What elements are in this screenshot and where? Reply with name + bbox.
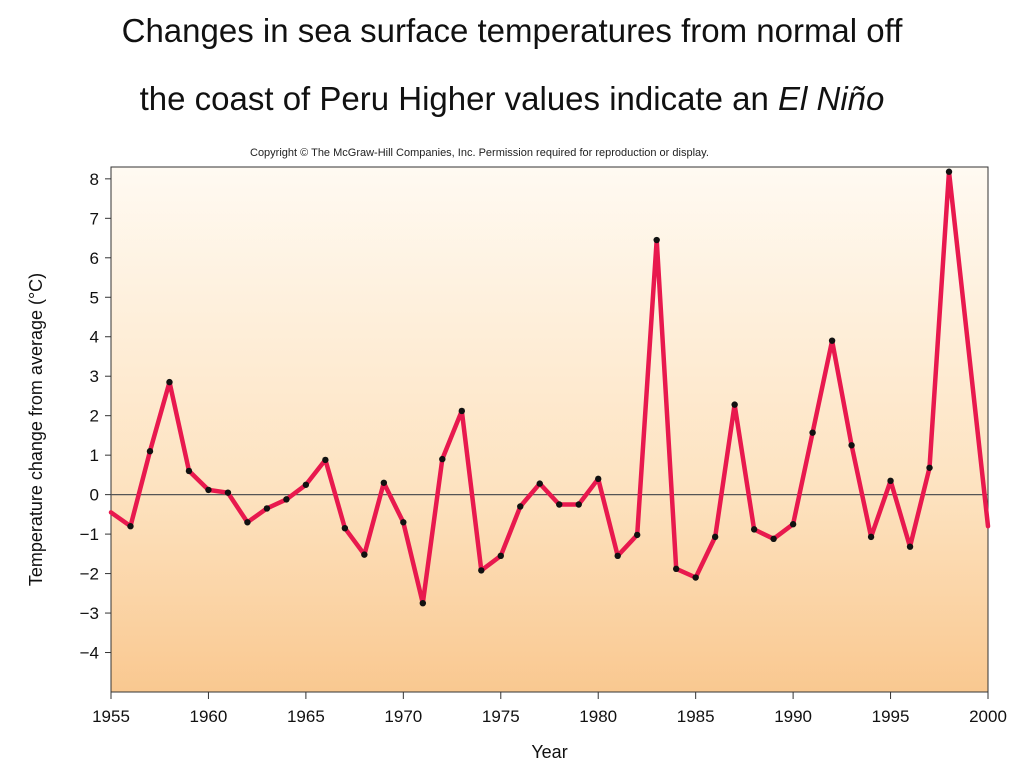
x-axis-title: Year [531, 742, 567, 762]
data-point [634, 531, 641, 539]
data-point [146, 448, 154, 455]
y-tick-label: 5 [90, 288, 99, 307]
x-tick-label: 1975 [482, 707, 520, 726]
data-point [302, 481, 310, 488]
data-point [497, 552, 504, 560]
data-point [185, 467, 193, 475]
x-tick-label: 1980 [579, 707, 617, 726]
plot-background-positive [111, 167, 988, 495]
data-point [166, 378, 173, 386]
data-point [439, 455, 446, 463]
data-point [906, 543, 914, 550]
plot-frame [110, 166, 989, 693]
y-tick-label: −1 [80, 525, 99, 544]
copyright-notice: Copyright © The McGraw-Hill Companies, I… [250, 147, 709, 159]
data-point [672, 565, 680, 573]
data-point [341, 524, 349, 532]
data-point [380, 479, 388, 486]
x-tick-label: 1970 [384, 707, 422, 726]
data-point [711, 533, 719, 541]
x-tick-label: 1995 [872, 707, 910, 726]
data-point [595, 475, 602, 483]
data-point [517, 503, 524, 510]
data-point [205, 486, 212, 494]
data-point [478, 567, 485, 574]
slide-title-el-nino: El Niño [778, 80, 885, 117]
y-tick-label: 7 [90, 209, 99, 228]
data-point [556, 501, 563, 508]
y-axis: 8 7 6 5 4 3 2 1 0 −1 −2 −3 −4 [80, 170, 111, 663]
data-point [127, 523, 134, 530]
data-point [322, 456, 329, 464]
y-tick-label: −2 [80, 565, 99, 584]
y-tick-label: −3 [80, 604, 99, 623]
y-tick-label: 3 [90, 367, 99, 386]
data-point [750, 526, 758, 533]
data-point [400, 519, 407, 526]
data-point [945, 168, 953, 175]
y-tick-label: 1 [90, 446, 99, 465]
y-tick-label: −4 [80, 644, 99, 663]
y-tick-label: 6 [90, 249, 99, 268]
data-point [361, 551, 368, 558]
data-markers [127, 168, 953, 607]
data-point [789, 521, 797, 528]
x-tick-label: 1955 [92, 707, 130, 726]
slide-title-line-1: Changes in sea surface temperatures from… [121, 12, 903, 49]
data-point [828, 337, 836, 344]
x-tick-label: 1960 [190, 707, 228, 726]
slide-title-line-2-text: the coast of Peru Higher values indicate… [139, 80, 769, 117]
y-tick-label: 2 [90, 407, 99, 426]
data-point [887, 477, 894, 485]
x-tick-label: 1985 [677, 707, 715, 726]
data-point [224, 489, 232, 496]
data-point [283, 496, 290, 503]
data-point [731, 401, 738, 408]
y-tick-label: 8 [90, 170, 99, 189]
data-point [692, 574, 699, 581]
y-tick-label: 4 [90, 328, 99, 347]
data-point [263, 505, 271, 512]
x-axis: 1955 1960 1965 1970 1975 1980 1985 1990 1995 2000 [92, 692, 1007, 726]
data-point [926, 464, 933, 471]
y-tick-label: 0 [90, 486, 99, 505]
data-point [653, 236, 660, 244]
data-point [536, 480, 543, 487]
data-point [614, 552, 621, 560]
data-point [867, 533, 875, 541]
y-axis-title: Temperature change from average (°C) [26, 273, 46, 586]
data-point [770, 535, 777, 543]
x-tick-label: 1965 [287, 707, 325, 726]
data-point [458, 407, 465, 415]
data-point [419, 599, 427, 607]
plot-background-negative [111, 494, 988, 692]
x-tick-label: 1990 [774, 707, 812, 726]
x-tick-label: 2000 [969, 707, 1007, 726]
data-point [244, 519, 251, 526]
data-point [809, 429, 816, 436]
data-point [575, 501, 582, 508]
data-point [848, 442, 855, 449]
slide-title-line-2: the coast of Peru Higher values indicate… [0, 80, 1024, 118]
